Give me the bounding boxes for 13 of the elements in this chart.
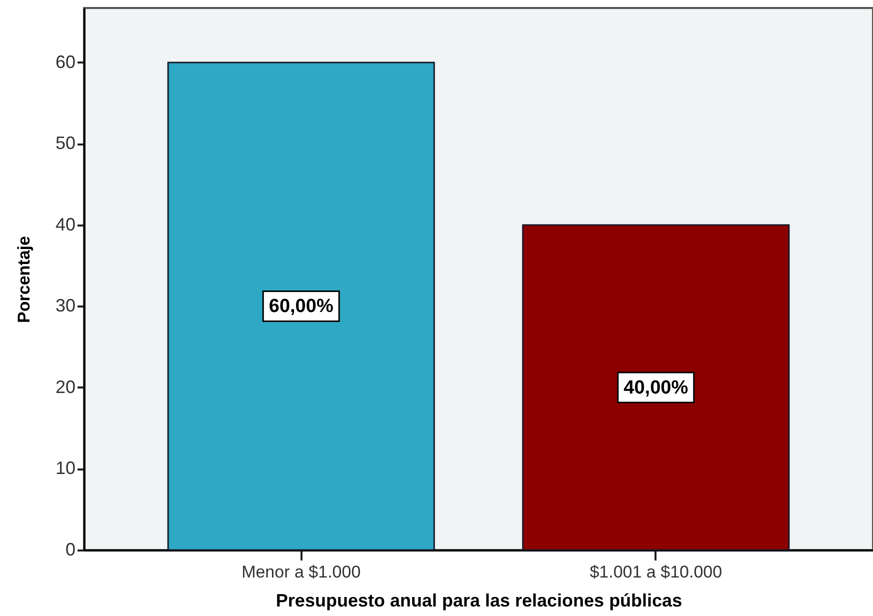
y-tick-label: 20	[55, 376, 76, 397]
data-label: 40,00%	[624, 377, 688, 398]
x-tick-label: Menor a $1.000	[242, 562, 361, 582]
x-tick-label: $1.001 a $10.000	[590, 562, 722, 582]
y-tick-label: 30	[55, 296, 76, 316]
y-tick-label: 10	[55, 458, 76, 478]
y-tick-label: 60	[55, 52, 76, 72]
y-tick-label: 50	[55, 133, 76, 154]
data-label: 60,00%	[268, 296, 334, 318]
y-tick-label: 0	[65, 540, 76, 560]
y-axis-title: Porcentaje	[14, 236, 34, 323]
x-axis-title: Presupuesto anual para las relaciones públicas	[276, 590, 682, 610]
y-tick-label: 40	[55, 214, 76, 234]
